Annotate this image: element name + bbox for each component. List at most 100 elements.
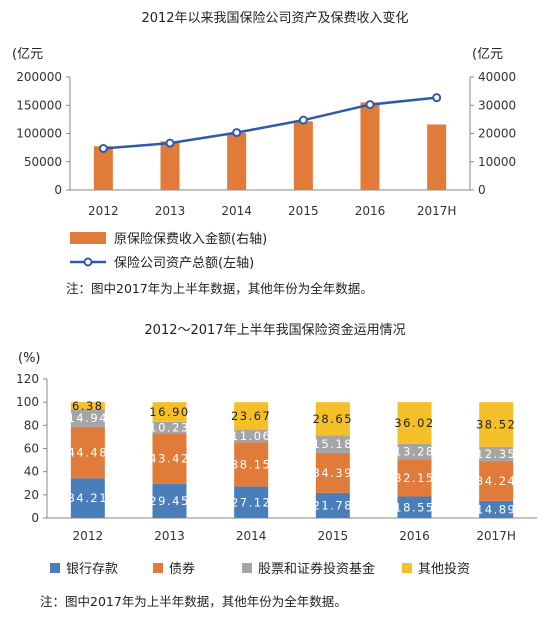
data-label-bond: 34.39 xyxy=(313,466,353,480)
x-axis-tick-label: 2012 xyxy=(88,204,119,218)
legend-label-assets: 保险公司资产总额(左轴) xyxy=(114,256,254,271)
asset-premium-chart: 2012年以来我国保险公司资产及保费收入变化 (亿元 (亿元 0 50000 100… xyxy=(12,10,516,296)
bar-segment-bank-deposit xyxy=(479,500,514,518)
data-label-bank-deposit: 21.78 xyxy=(313,498,353,512)
bar-segment-stock-fund xyxy=(234,429,269,443)
line-point-assets xyxy=(365,100,375,110)
data-label-bond: 43.42 xyxy=(149,452,189,466)
left-axis-tick-label: 0 xyxy=(54,183,62,197)
x-axis-tick-label: 2017H xyxy=(476,529,516,543)
x-axis-tick-label: 2012 xyxy=(73,529,104,543)
right-axis-tick-label: 0 xyxy=(478,183,486,197)
y-axis-tick-label: 120 xyxy=(16,372,39,386)
data-label-stock-fund: 13.28 xyxy=(394,445,434,459)
bar-segment-other-investment xyxy=(152,402,187,422)
x-axis-tick-label: 2017H xyxy=(417,204,457,218)
y-axis-tick-label: 100 xyxy=(16,395,39,409)
bar-premium xyxy=(427,124,447,190)
legend: 银行存款 债券 股票和证券投资基金 其他投资 xyxy=(50,561,470,577)
data-label-bank-deposit: 29.45 xyxy=(149,494,189,508)
x-axis-tick-label: 2015 xyxy=(288,204,319,218)
bar-segment-bond xyxy=(152,433,187,484)
bar-premium xyxy=(360,102,380,190)
left-axis-tick-label: 50000 xyxy=(24,155,62,169)
data-label-stock-fund: 11.06 xyxy=(231,429,271,443)
bar-segment-other-investment xyxy=(479,402,514,447)
bar-segment-other-investment xyxy=(70,402,105,410)
chart-title: 2012～2017年上半年我国保险资金运用情况 xyxy=(144,322,405,338)
bar-premium xyxy=(93,146,113,190)
data-label-other-investment: 28.65 xyxy=(313,412,353,426)
bar-segment-stock-fund xyxy=(70,409,105,427)
line-point-assets xyxy=(298,115,308,125)
data-label-bond: 32.15 xyxy=(394,471,434,485)
bar-premium xyxy=(227,132,247,190)
data-label-bond: 44.48 xyxy=(68,446,108,460)
bar-segment-bank-deposit xyxy=(152,483,187,518)
bar-segment-other-investment xyxy=(234,402,269,430)
legend-label-other-investment: 其他投资 xyxy=(418,561,470,577)
right-axis-tick-label: 20000 xyxy=(478,127,516,141)
bar-segment-bank-deposit xyxy=(315,492,350,518)
bar-segment-other-investment xyxy=(315,402,350,436)
legend-label-premium: 原保险保费收入金额(右轴) xyxy=(114,231,267,247)
bar-segment-stock-fund xyxy=(397,443,432,460)
y-axis-tick-label: 0 xyxy=(31,511,39,525)
data-label-bank-deposit: 14.89 xyxy=(476,502,516,516)
bar-segment-stock-fund xyxy=(152,421,187,434)
bar-segment-bank-deposit xyxy=(70,478,105,518)
bar-segment-bond xyxy=(397,459,432,497)
data-label-other-investment: 36.02 xyxy=(394,416,434,430)
y-axis-tick-label: 80 xyxy=(24,418,39,432)
data-label-stock-fund: 10.23 xyxy=(149,421,189,435)
bar-segment-stock-fund xyxy=(315,435,350,453)
bar-segment-stock-fund xyxy=(479,446,514,462)
right-axis-tick-label: 40000 xyxy=(478,70,516,84)
y-axis-tick-label: 60 xyxy=(24,442,39,456)
legend-marker-assets xyxy=(83,257,93,267)
line-point-assets xyxy=(432,93,442,103)
left-axis-unit: (亿元 xyxy=(12,47,43,62)
x-axis-tick-label: 2013 xyxy=(155,204,186,218)
legend: 原保险保费收入金额(右轴) 保险公司资产总额(左轴) xyxy=(70,231,267,271)
chart-title: 2012年以来我国保险公司资产及保费收入变化 xyxy=(141,10,408,26)
legend-swatch-bank-deposit xyxy=(50,563,60,573)
data-label-stock-fund: 14.94 xyxy=(68,411,108,425)
right-axis-tick-label: 10000 xyxy=(478,155,516,169)
legend-label-stock-fund: 股票和证券投资基金 xyxy=(258,561,375,577)
legend-label-bank-deposit: 银行存款 xyxy=(66,562,118,577)
line-point-assets xyxy=(98,143,108,153)
y-axis-unit: (%) xyxy=(18,351,41,366)
line-assets xyxy=(103,96,437,150)
legend-swatch-stock-fund xyxy=(242,563,252,573)
data-label-bond: 34.24 xyxy=(476,474,516,488)
right-axis-unit: (亿元 xyxy=(472,47,503,62)
data-label-other-investment: 6.38 xyxy=(72,399,104,413)
x-axis-tick-label: 2014 xyxy=(236,529,267,543)
right-axis-tick-label: 30000 xyxy=(478,98,516,112)
chart-note: 注：图中2017年为上半年数据，其他年份为全年数据。 xyxy=(40,594,347,609)
data-label-other-investment: 23.67 xyxy=(231,409,271,423)
x-axis-tick-label: 2013 xyxy=(154,529,185,543)
legend-swatch-other-investment xyxy=(402,563,412,573)
y-axis-tick-label: 20 xyxy=(24,488,39,502)
data-label-bank-deposit: 27.12 xyxy=(231,495,271,509)
bar-segment-other-investment xyxy=(397,402,432,444)
x-axis-tick-label: 2016 xyxy=(355,204,386,218)
bar-premium xyxy=(293,121,313,190)
y-axis-tick-label: 40 xyxy=(24,465,39,479)
line-point-assets xyxy=(165,138,175,148)
chart-note: 注：图中2017年为上半年数据，其他年份为全年数据。 xyxy=(66,281,373,296)
bar-premium xyxy=(160,141,180,190)
data-label-bank-deposit: 18.55 xyxy=(394,500,434,514)
bar-segment-bond xyxy=(315,452,350,493)
data-label-stock-fund: 12.35 xyxy=(476,447,516,461)
fund-allocation-chart: 2012～2017年上半年我国保险资金运用情况 (%) 0 20 40 60 80 100… xyxy=(16,322,537,609)
legend-swatch-bond xyxy=(153,563,163,573)
line-point-assets xyxy=(232,128,242,138)
data-label-other-investment: 16.90 xyxy=(149,405,189,419)
data-label-bond: 38.15 xyxy=(231,457,271,471)
left-axis-tick-label: 200000 xyxy=(16,70,62,84)
data-label-stock-fund: 15.18 xyxy=(313,437,353,451)
